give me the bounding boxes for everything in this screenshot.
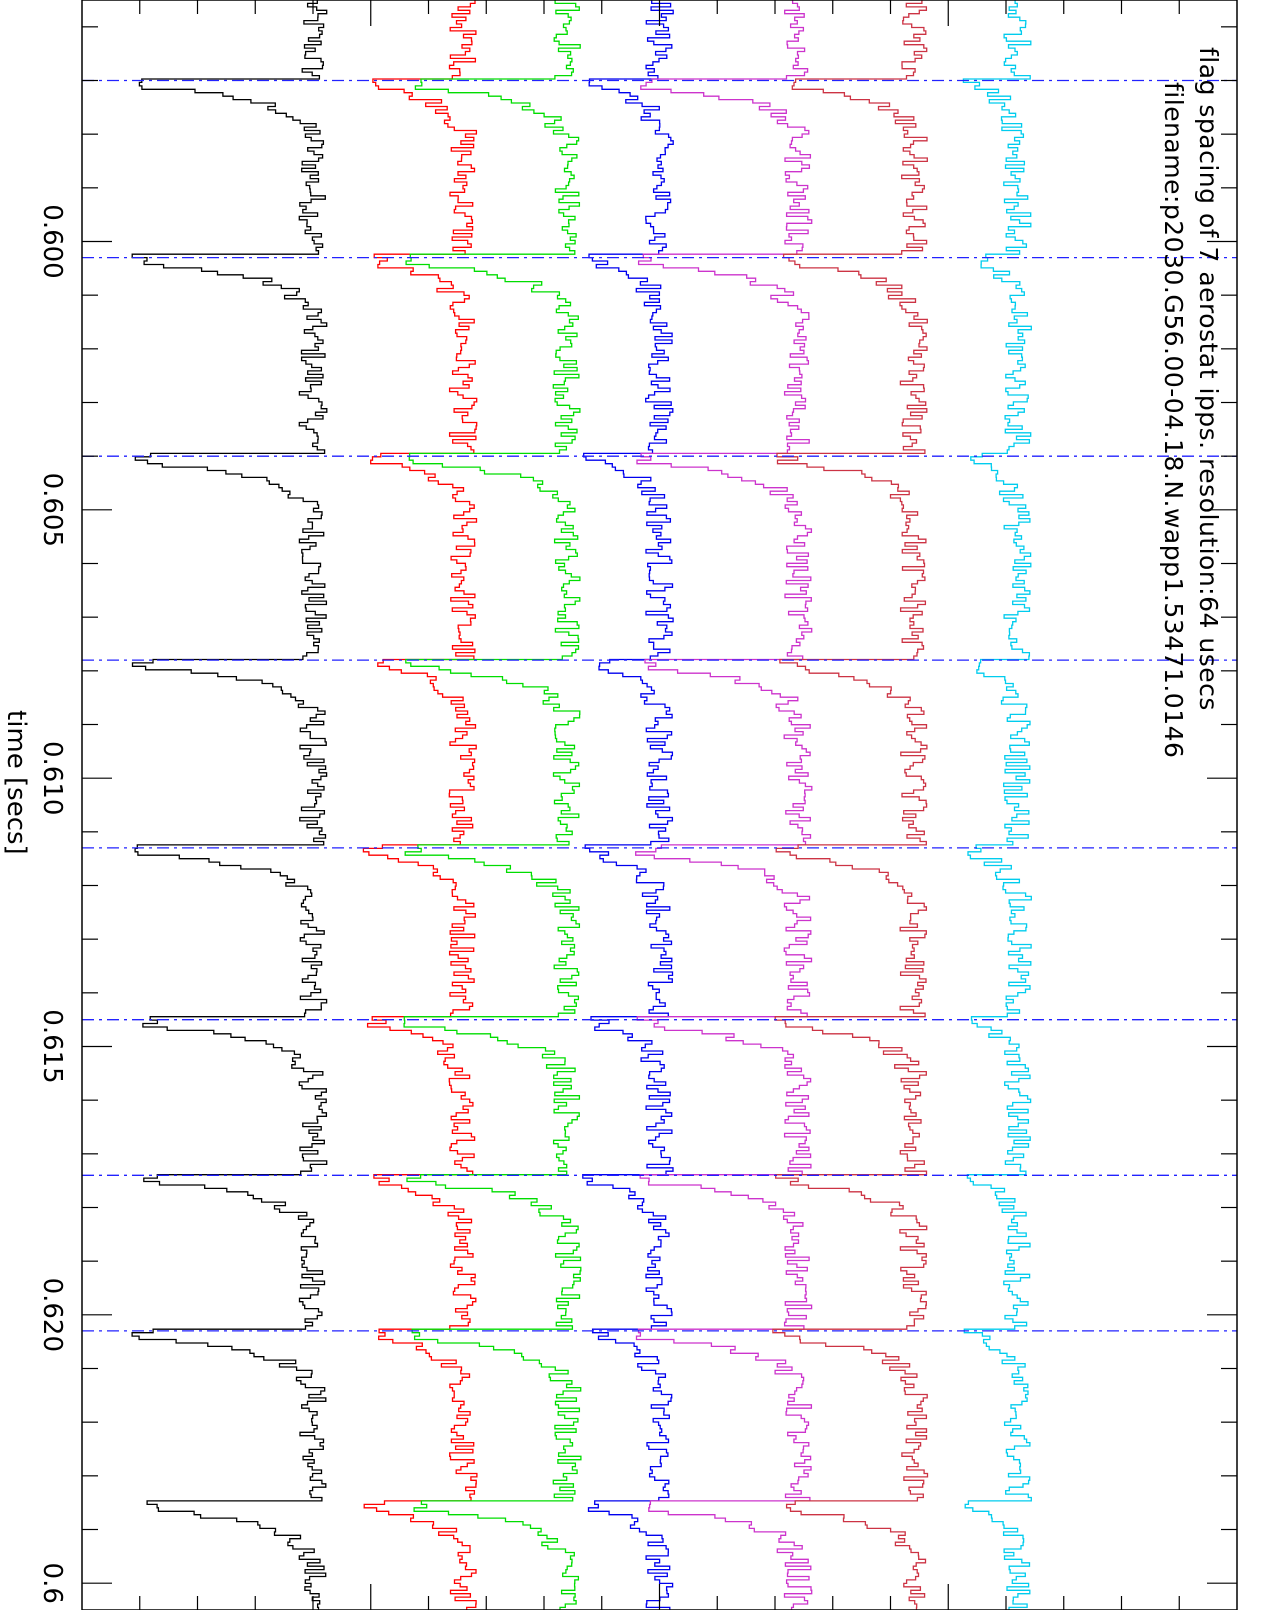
series-1-trace [131, 0, 328, 1610]
x-tick-label: 0.6 [37, 1563, 67, 1604]
x-tick-label: 0.615 [37, 1009, 67, 1083]
series-4-trace [582, 0, 674, 1610]
series-layer [131, 0, 1032, 1610]
x-tick-label: 0.600 [37, 204, 67, 278]
series-6-trace [772, 0, 929, 1610]
chart-subtitle: filename:p2030.G56.00-04.18.N.wapp1.5347… [1159, 82, 1188, 758]
x-axis-label: time [secs] [1, 710, 31, 855]
series-7-trace [962, 0, 1032, 1610]
series-5-trace [635, 0, 813, 1610]
axis-ticks [82, 0, 1237, 1610]
chart-title: flag spacing of 7 aerostat ipps. resolut… [1194, 47, 1223, 711]
x-tick-label: 0.620 [37, 1278, 67, 1352]
series-2-trace [362, 0, 478, 1610]
x-tick-label: 0.605 [37, 473, 67, 547]
flag-lines [82, 79, 1237, 1332]
x-tick-label: 0.610 [37, 741, 67, 815]
tick-labels: 0.600 0.605 0.610 0.615 0.620 0.6 [37, 204, 67, 1604]
series-3-trace [403, 0, 582, 1610]
plot-frame [81, 0, 1238, 1610]
